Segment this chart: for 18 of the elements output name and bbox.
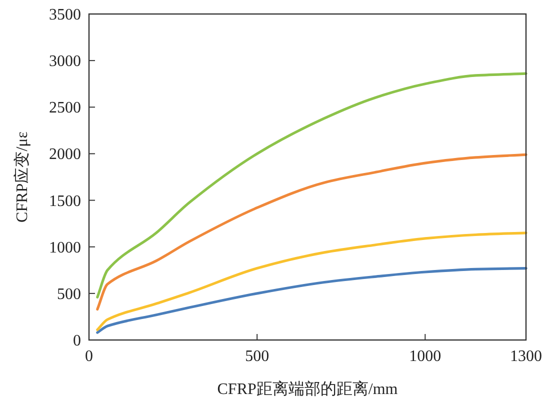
line-series: [96, 232, 528, 332]
x-tick-label: 1300: [510, 348, 542, 365]
y-tick-label: 3000: [49, 53, 81, 70]
y-tick-label: 500: [57, 286, 81, 303]
y-tick-label: 0: [73, 332, 81, 350]
x-axis-title: CFRP距离端部的距离/mm: [217, 380, 398, 398]
y-tick-label: 2500: [49, 100, 81, 117]
x-tick-label: 0: [85, 348, 93, 365]
x-tick-label: 1000: [409, 348, 442, 365]
line-series: [96, 266, 528, 334]
y-tick-label: 3500: [49, 6, 81, 24]
line-series: [96, 72, 528, 298]
y-tick-label: 1500: [49, 192, 81, 210]
y-axis-title: CFRP应变/με: [13, 131, 31, 222]
y-tick-label: 2000: [49, 146, 81, 164]
y-tick-label: 1000: [49, 239, 81, 256]
x-tick-label: 500: [245, 348, 270, 365]
line-series: [96, 153, 528, 311]
